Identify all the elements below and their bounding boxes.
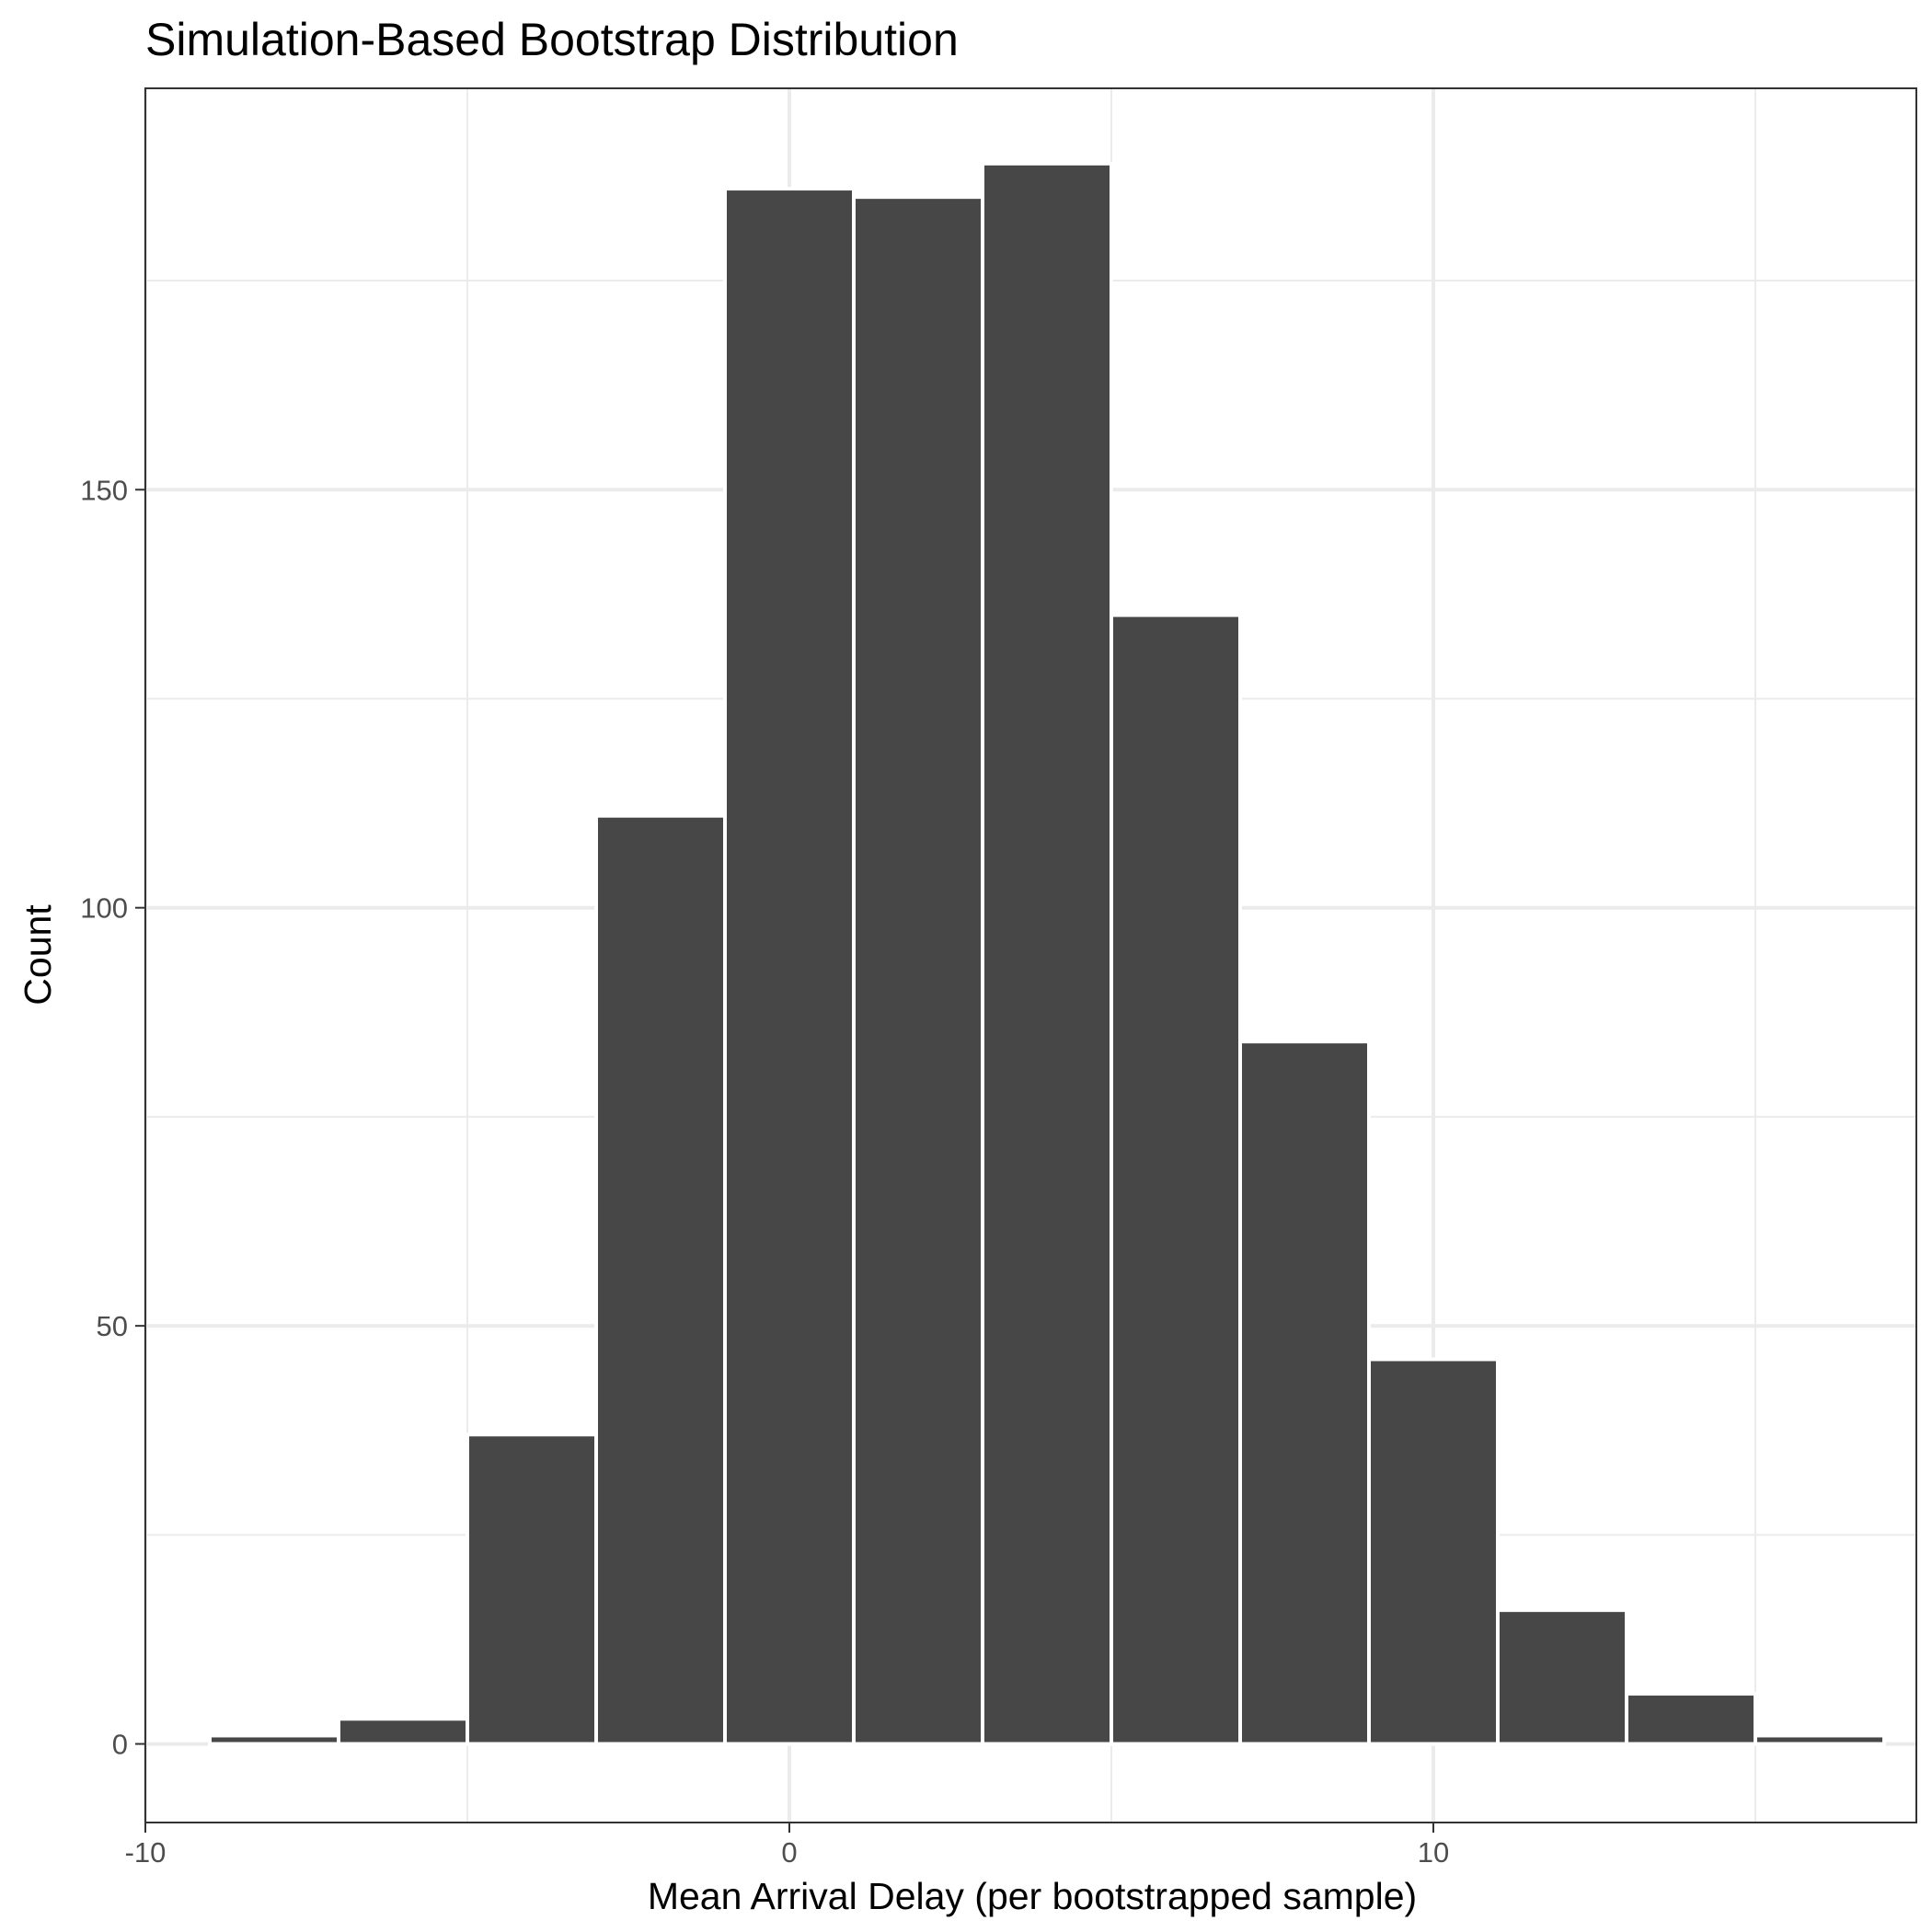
chart-title: Simulation-Based Bootstrap Distribution: [145, 14, 959, 65]
histogram-bar: [852, 195, 984, 1746]
x-axis-title: Mean Arrival Delay (per bootstrapped sam…: [648, 1875, 1417, 1917]
histogram-bar: [337, 1717, 469, 1746]
axes: 0 50 100 150 -10 0 10: [80, 474, 1449, 1869]
y-tick-label: 50: [97, 1310, 128, 1342]
histogram-bar: [1496, 1608, 1628, 1746]
x-tick-label: -10: [125, 1836, 167, 1869]
histogram-bar: [1625, 1692, 1757, 1746]
histogram-bar: [723, 187, 856, 1746]
histogram-bar: [594, 813, 727, 1746]
histogram-bar: [1238, 1040, 1371, 1746]
x-tick-label: 10: [1418, 1836, 1449, 1869]
histogram-bar: [1110, 613, 1242, 1746]
histogram-bar: [466, 1432, 598, 1746]
y-tick-label: 150: [80, 474, 128, 506]
histogram-bar: [981, 161, 1113, 1746]
histogram-bar: [1754, 1733, 1886, 1746]
x-tick-label: 0: [781, 1836, 797, 1869]
histogram-bars: [208, 161, 1886, 1746]
y-tick-label: 100: [80, 892, 128, 925]
panel-border: [144, 87, 1917, 1823]
y-tick-label: 0: [112, 1729, 128, 1761]
histogram-bar: [1367, 1357, 1500, 1746]
histogram-bar: [208, 1733, 340, 1746]
y-axis-title: Count: [17, 904, 59, 1006]
